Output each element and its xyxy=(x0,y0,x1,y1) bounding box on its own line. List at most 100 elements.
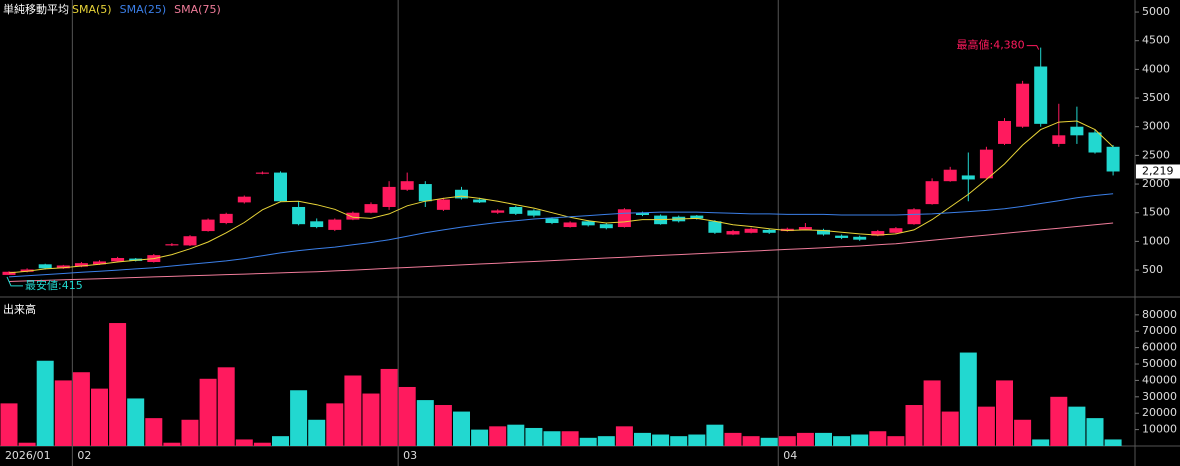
volume-bar xyxy=(959,352,977,446)
candle-body xyxy=(165,244,179,246)
volume-bar xyxy=(724,432,742,446)
volume-bar xyxy=(489,426,507,446)
volume-bar xyxy=(235,439,253,446)
volume-bar xyxy=(380,368,398,446)
candle-body xyxy=(292,206,306,225)
sma-line xyxy=(8,193,1114,278)
candle-body xyxy=(871,231,885,236)
volume-bar xyxy=(471,429,489,446)
volume-bar xyxy=(0,403,18,446)
y-tick-label: 20000 xyxy=(1142,406,1177,419)
volume-bar xyxy=(398,386,416,446)
candle-body xyxy=(328,219,342,230)
legend-entry: SMA(25) xyxy=(120,3,167,16)
candle-body xyxy=(382,186,396,207)
candle-body xyxy=(1070,126,1084,136)
candle-body xyxy=(237,196,251,203)
y-tick-label: 50000 xyxy=(1142,357,1177,370)
volume-bar xyxy=(815,432,832,446)
volume-bar xyxy=(272,436,289,446)
y-tick-label: 4500 xyxy=(1142,34,1170,47)
candle-body xyxy=(274,172,287,202)
candle-body xyxy=(255,172,269,174)
volume-bar xyxy=(634,432,651,446)
candle-body xyxy=(20,269,34,272)
candle-body xyxy=(2,271,16,275)
volume-bar xyxy=(977,406,995,446)
volume-bar xyxy=(163,442,181,446)
candle-body xyxy=(527,210,541,216)
volume-bar xyxy=(18,442,36,446)
volume-bar xyxy=(72,372,90,446)
candle-body xyxy=(817,229,830,235)
candle-body xyxy=(599,224,613,229)
volume-bar xyxy=(434,405,452,446)
y-tick-label: 10000 xyxy=(1142,423,1177,436)
volume-bar xyxy=(670,436,688,446)
volume-bar xyxy=(91,388,108,446)
volume-bar xyxy=(525,427,543,446)
y-tick-label: 80000 xyxy=(1142,308,1177,321)
candle-body xyxy=(762,229,776,233)
legend-entry: SMA(75) xyxy=(174,3,221,16)
candle-body xyxy=(998,120,1011,144)
candle-body xyxy=(219,213,233,224)
volume-bar xyxy=(652,434,670,446)
candle-body xyxy=(74,263,88,267)
volume-bar xyxy=(36,360,54,446)
x-tick-label: 2026/01 xyxy=(5,449,51,462)
volume-bar xyxy=(561,431,579,446)
y-tick-label: 5000 xyxy=(1142,5,1170,18)
candle-body xyxy=(473,199,487,203)
volume-bar xyxy=(253,442,271,446)
candle-body xyxy=(418,184,432,202)
volume-bar xyxy=(869,431,887,446)
y-tick-label: 500 xyxy=(1142,263,1163,276)
y-tick-label: 40000 xyxy=(1142,373,1177,386)
chart-title: 単純移動平均 xyxy=(3,2,69,16)
volume-bar xyxy=(615,426,633,446)
volume-bar xyxy=(543,431,561,446)
volume-bar xyxy=(1068,406,1086,446)
candle-body xyxy=(961,175,975,180)
volume-bar xyxy=(199,378,217,446)
volume-bar xyxy=(362,393,380,446)
volume-bar xyxy=(851,434,869,446)
volume-bar xyxy=(109,323,127,446)
last-price-box xyxy=(1136,164,1180,179)
volume-bar xyxy=(308,419,326,446)
y-tick-label: 3500 xyxy=(1142,91,1170,104)
candle-body xyxy=(617,209,631,228)
annotation-arrow xyxy=(1026,45,1040,50)
candle-body xyxy=(183,236,197,246)
volume-bar xyxy=(416,400,434,446)
candle-body xyxy=(436,199,450,210)
volume-bar xyxy=(760,437,778,446)
legend-entry: SMA(5) xyxy=(72,3,112,16)
candle-body xyxy=(1052,135,1066,144)
candle-body xyxy=(545,218,559,224)
x-tick-label: 02 xyxy=(77,449,91,462)
y-tick-label: 1500 xyxy=(1142,206,1170,219)
volume-bar xyxy=(54,380,72,446)
volume-bar xyxy=(688,434,706,446)
candle-body xyxy=(943,169,957,182)
sma-line xyxy=(8,120,1114,274)
candle-body xyxy=(636,212,649,216)
volume-bar xyxy=(796,432,814,446)
x-tick-label: 04 xyxy=(783,449,797,462)
candle-body xyxy=(509,206,523,214)
candle-body xyxy=(346,212,360,220)
volume-bar xyxy=(833,436,851,446)
candle-body xyxy=(726,231,740,235)
volume-bar xyxy=(706,424,724,446)
candle-body xyxy=(1088,132,1102,153)
candle-body xyxy=(889,228,903,233)
sma-line xyxy=(8,222,1114,282)
candle-body xyxy=(925,181,939,205)
volume-bar xyxy=(887,436,905,446)
candle-body xyxy=(310,221,324,228)
volume-bar xyxy=(905,405,923,446)
volume-title: 出来高 xyxy=(3,302,36,316)
high-annotation: 最高値:4,380 xyxy=(956,38,1024,52)
